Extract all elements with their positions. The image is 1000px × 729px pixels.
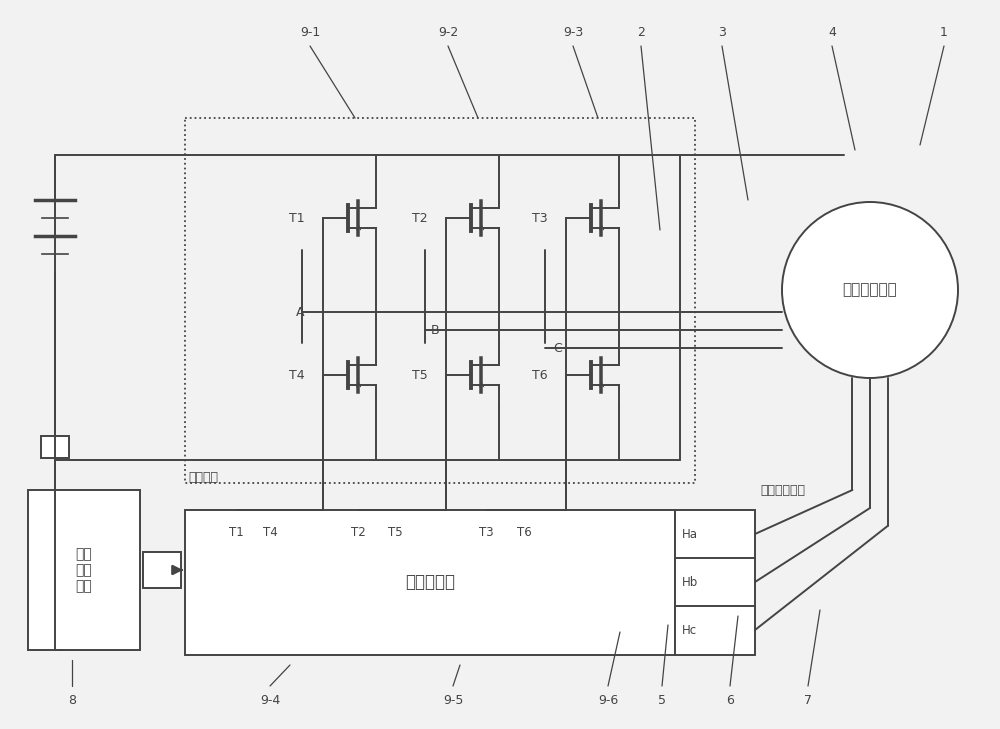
Text: T1: T1	[289, 211, 305, 225]
Text: C: C	[554, 341, 562, 354]
Text: 2: 2	[637, 26, 645, 39]
Bar	[143, 552, 181, 588]
Text: T5: T5	[388, 526, 402, 539]
Circle shape	[446, 343, 510, 407]
Text: 7: 7	[804, 693, 812, 706]
Circle shape	[323, 343, 387, 407]
Text: 9-1: 9-1	[300, 26, 320, 39]
Bar	[28, 490, 140, 650]
Text: 9-2: 9-2	[438, 26, 458, 39]
Text: 9-6: 9-6	[598, 693, 618, 706]
Text: Ha: Ha	[682, 528, 698, 540]
Bar	[185, 118, 695, 483]
Text: T4: T4	[263, 526, 277, 539]
Text: T5: T5	[412, 368, 428, 381]
Text: 无刻直流电机: 无刻直流电机	[843, 283, 897, 297]
Text: T3: T3	[479, 526, 493, 539]
Bar	[185, 510, 675, 655]
Text: 9-5: 9-5	[443, 693, 463, 706]
Text: Hb: Hb	[682, 575, 698, 588]
Text: T2: T2	[351, 526, 365, 539]
Text: T6: T6	[532, 368, 548, 381]
Circle shape	[566, 343, 630, 407]
Text: 中央处理器: 中央处理器	[405, 574, 455, 591]
Bar	[41, 436, 69, 458]
Text: 驱动信号: 驱动信号	[188, 470, 218, 483]
Text: T6: T6	[517, 526, 531, 539]
Text: A: A	[296, 305, 304, 319]
Text: B: B	[431, 324, 439, 337]
Text: 4: 4	[828, 26, 836, 39]
Circle shape	[323, 186, 387, 250]
Text: 9-3: 9-3	[563, 26, 583, 39]
Bar	[675, 510, 755, 655]
Text: T3: T3	[532, 211, 548, 225]
Text: 8: 8	[68, 693, 76, 706]
Text: 电流
检测
单元: 电流 检测 单元	[76, 547, 92, 593]
Text: 1: 1	[940, 26, 948, 39]
Circle shape	[446, 186, 510, 250]
Text: T1: T1	[229, 526, 243, 539]
Text: 转子位置信号: 转子位置信号	[760, 483, 805, 496]
Text: 3: 3	[718, 26, 726, 39]
Text: 6: 6	[726, 693, 734, 706]
Circle shape	[782, 202, 958, 378]
Text: T2: T2	[412, 211, 428, 225]
Text: 5: 5	[658, 693, 666, 706]
Circle shape	[566, 186, 630, 250]
Text: T4: T4	[289, 368, 305, 381]
Text: 9-4: 9-4	[260, 693, 280, 706]
Text: Hc: Hc	[682, 623, 697, 636]
